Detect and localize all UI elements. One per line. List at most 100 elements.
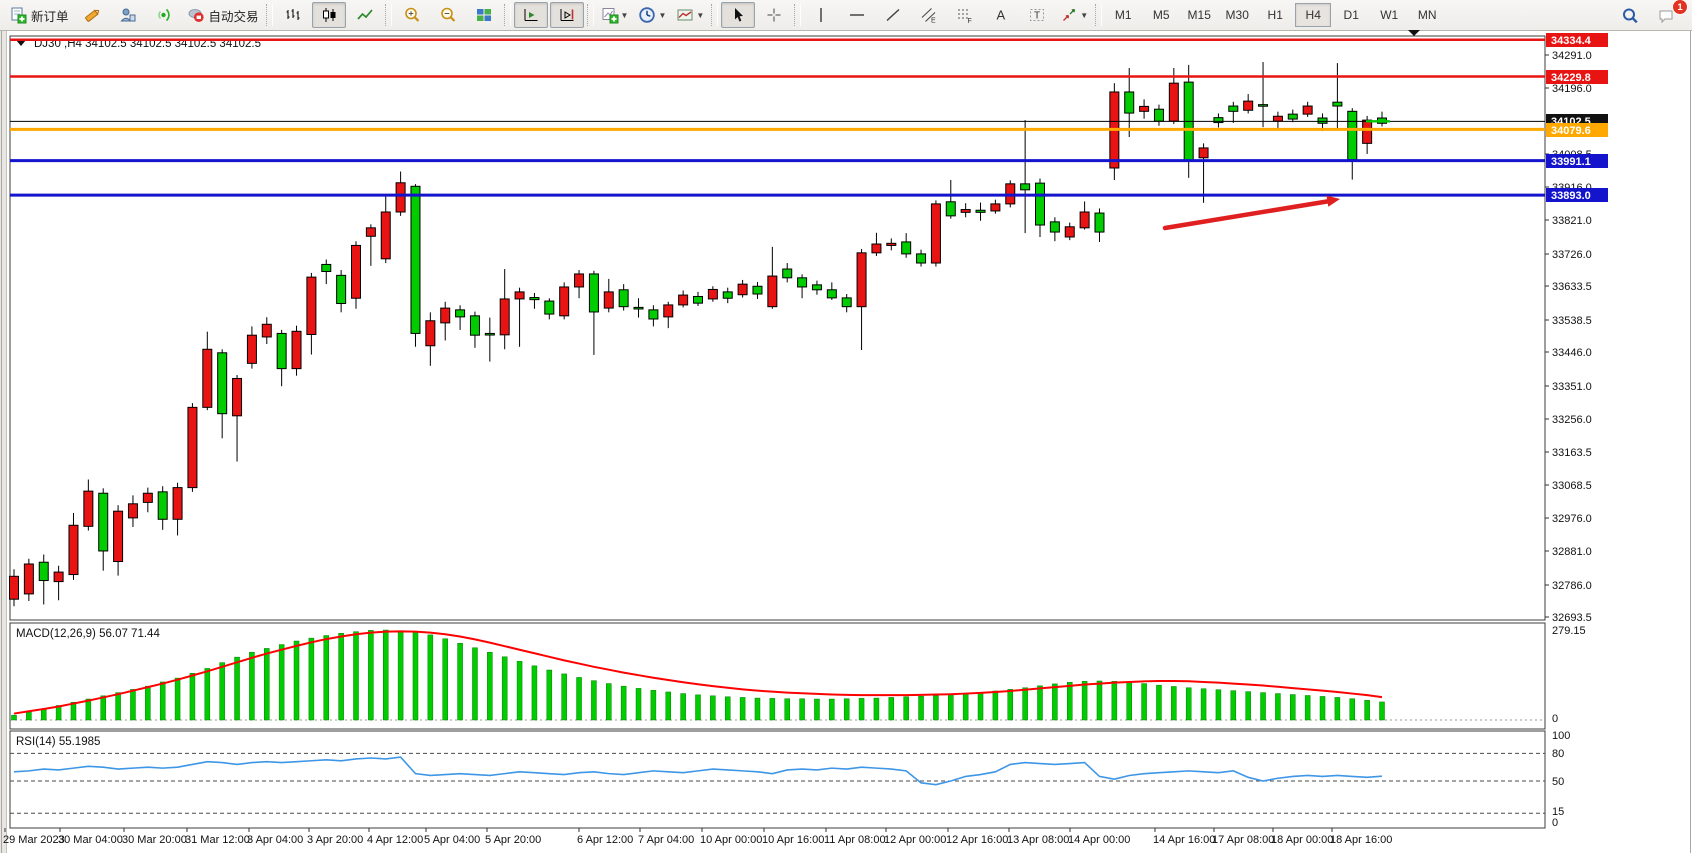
macd-pane[interactable]: [9, 622, 1546, 730]
candle: [232, 377, 243, 417]
auto-scroll-button[interactable]: [513, 2, 548, 28]
fibo-icon: F: [958, 9, 972, 24]
candle: [83, 490, 94, 527]
trendline-tool-button[interactable]: [876, 2, 910, 28]
cursor-tool-button[interactable]: [721, 2, 756, 28]
macd-bar: [234, 656, 240, 721]
macd-bar: [918, 695, 924, 721]
macd-bar: [1260, 692, 1266, 721]
timeframe-button-m5[interactable]: M5: [1152, 8, 1170, 22]
candle: [588, 273, 599, 313]
new-order-button[interactable]: 新订单: [5, 2, 73, 28]
candle: [930, 203, 941, 264]
candle: [455, 309, 466, 318]
channel-icon: E: [921, 8, 936, 24]
timeframe-button-h4[interactable]: H4: [1295, 3, 1332, 27]
price-axis-label: 34196.0: [1552, 83, 1592, 95]
macd-bar: [427, 634, 434, 721]
rsi-pane[interactable]: [9, 730, 1546, 829]
notifications-button[interactable]: 1: [1649, 0, 1688, 29]
macd-bar: [620, 685, 627, 721]
candle: [38, 561, 49, 582]
chevron-down-icon[interactable]: ▼: [658, 10, 667, 20]
equidistant-channel-tool-button[interactable]: E: [912, 2, 946, 28]
svg-text:T: T: [1034, 11, 1040, 22]
chevron-down-icon[interactable]: ▼: [1080, 10, 1089, 20]
tile-windows-button[interactable]: [467, 2, 501, 28]
time-axis-label: 18 Apr 16:00: [1330, 834, 1392, 846]
cloud-stop-icon: [188, 9, 204, 22]
bar-chart-mode-button[interactable]: [276, 2, 310, 28]
vertical-line-tool-button[interactable]: [804, 2, 838, 28]
timeframe-button-m30[interactable]: M30: [1225, 8, 1249, 22]
time-axis-label: 7 Apr 04:00: [638, 834, 694, 846]
macd-bar: [888, 697, 895, 721]
price-tag: 34334.4: [1546, 33, 1608, 47]
signals-button[interactable]: [147, 2, 181, 28]
timeframe-button-m1[interactable]: M1: [1114, 8, 1132, 22]
macd-bar: [1349, 698, 1356, 721]
candle: [618, 289, 629, 308]
symbol-dropdown-marker[interactable]: [16, 40, 26, 46]
bar-position-marker: [1408, 30, 1420, 36]
candle: [960, 209, 971, 213]
indicators-menu-button[interactable]: ▼: [597, 2, 633, 28]
search-icon: [1623, 8, 1638, 24]
label-tool-button[interactable]: T: [1020, 2, 1054, 28]
candle: [752, 285, 763, 295]
line-chart-mode-button[interactable]: [348, 2, 382, 28]
text-tool-button[interactable]: A: [984, 2, 1018, 28]
candle: [514, 291, 525, 300]
macd-bar: [264, 648, 270, 721]
macd-bar: [635, 688, 642, 721]
candle: [767, 275, 778, 308]
macd-bar: [353, 631, 359, 721]
zoom-in-button[interactable]: [395, 2, 429, 28]
candle: [291, 330, 302, 370]
candle: [306, 276, 317, 335]
chevron-down-icon[interactable]: ▼: [696, 10, 705, 20]
search-button[interactable]: [1613, 3, 1647, 29]
zoom-out-button[interactable]: [431, 2, 465, 28]
time-axis-label: 11 Apr 08:00: [824, 834, 886, 846]
bars-chart-icon: [286, 9, 300, 20]
macd-axis-label: 279.15: [1552, 625, 1586, 637]
profile-button[interactable]: [111, 2, 145, 28]
template-menu-button[interactable]: ▼: [672, 2, 708, 28]
horizontal-line-tool-button[interactable]: [840, 2, 874, 28]
history-center-button[interactable]: [75, 2, 109, 28]
timeframe-button-m15[interactable]: M15: [1187, 8, 1211, 22]
main-price-pane[interactable]: [9, 35, 1546, 621]
candle: [336, 274, 347, 305]
time-axis-label: 3 Apr 04:00: [247, 834, 303, 846]
price-axis-label: 33163.5: [1552, 447, 1592, 459]
crosshair-tool-button[interactable]: [757, 2, 791, 28]
timeframe-button-w1[interactable]: W1: [1380, 8, 1399, 22]
chart-shift-button[interactable]: [549, 2, 584, 28]
candle: [469, 315, 480, 336]
macd-bar: [1126, 682, 1132, 721]
arrows-tool-button[interactable]: ▼: [1056, 2, 1092, 28]
candle: [380, 211, 391, 260]
auto-trading-button[interactable]: 自动交易: [183, 2, 263, 28]
candle: [1287, 113, 1298, 120]
chevron-down-icon[interactable]: ▼: [620, 10, 629, 20]
period-menu-button[interactable]: ▼: [634, 2, 670, 28]
macd-bar: [948, 694, 954, 721]
cursor-icon: [735, 8, 744, 22]
toolbar-separator: [794, 4, 802, 26]
macd-bar: [1081, 681, 1088, 721]
macd-bar: [1319, 696, 1326, 721]
fibonacci-tool-button[interactable]: F: [948, 2, 982, 28]
candle: [440, 307, 451, 324]
timeframe-button-mn[interactable]: MN: [1417, 8, 1437, 22]
timeframe-button-h1[interactable]: H1: [1267, 8, 1283, 22]
price-tag: 34079.6: [1546, 123, 1608, 137]
candle-chart-mode-button[interactable]: [311, 2, 346, 28]
candle: [1302, 105, 1313, 115]
macd-bar: [962, 693, 969, 721]
price-axis-label: 33446.0: [1552, 347, 1592, 359]
timeframe-button-d1[interactable]: D1: [1343, 8, 1359, 22]
